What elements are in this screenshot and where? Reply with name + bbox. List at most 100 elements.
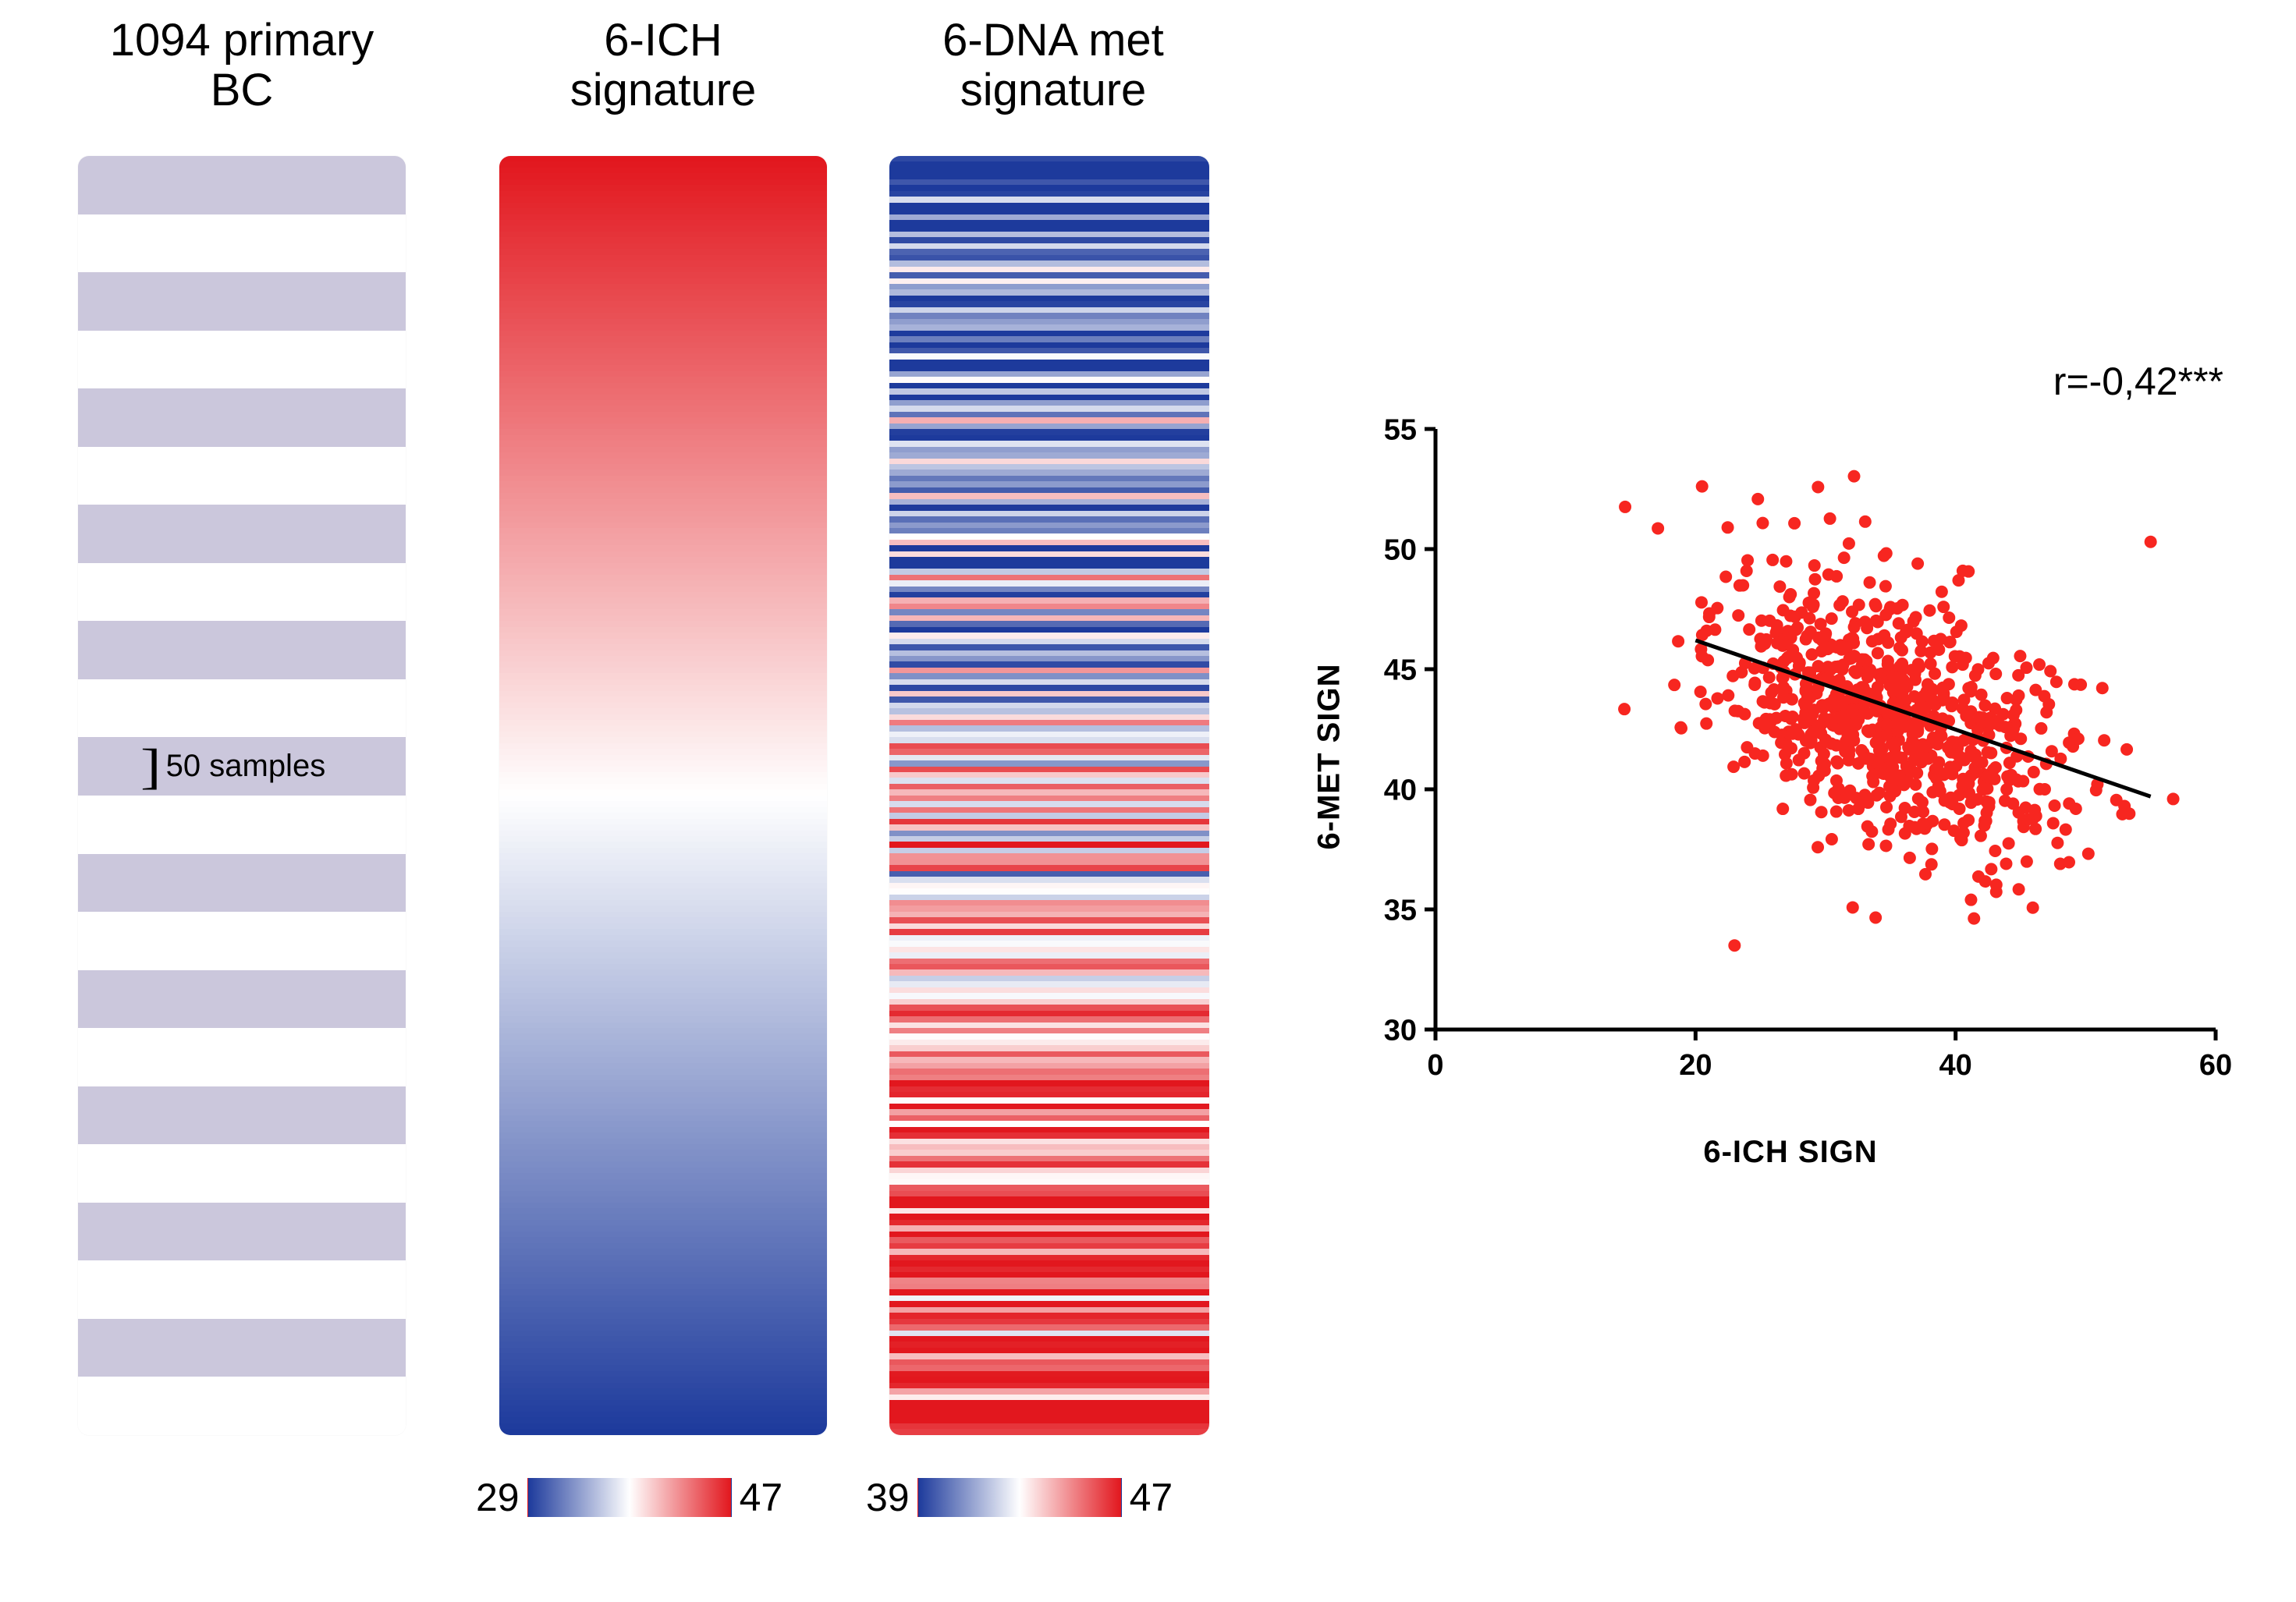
- met-stripe: [889, 987, 1209, 993]
- scatter-point: [1869, 598, 1882, 611]
- scatter-point: [1787, 711, 1799, 723]
- met-stripe: [889, 778, 1209, 783]
- scatter-point: [1909, 674, 1922, 686]
- scatter-point: [1850, 667, 1862, 679]
- met-stripe: [889, 1191, 1209, 1196]
- scatter-point: [1955, 619, 1968, 632]
- met-stripe: [889, 278, 1209, 284]
- scatter-point: [1751, 493, 1764, 505]
- met-stripe: [889, 156, 1209, 161]
- scatter-point: [1861, 707, 1874, 720]
- col-title-met: 6-DNA met signature: [858, 16, 1248, 140]
- ich-stripe: [499, 360, 827, 365]
- legend-met-bar: [917, 1478, 1122, 1517]
- scatter-point: [2167, 792, 2180, 805]
- met-stripe: [889, 220, 1209, 225]
- met-stripe: [889, 319, 1209, 324]
- ich-stripe: [499, 952, 827, 958]
- met-stripe: [889, 999, 1209, 1005]
- ich-stripe: [499, 476, 827, 481]
- scatter-point: [1922, 753, 1935, 765]
- met-stripe: [889, 447, 1209, 452]
- ich-stripe: [499, 249, 827, 254]
- met-stripe: [889, 1144, 1209, 1150]
- bc-stripe: [78, 1319, 406, 1377]
- scatter-point: [1936, 586, 1948, 598]
- scatter-point: [1907, 753, 1920, 766]
- met-stripe: [889, 1115, 1209, 1121]
- ich-stripe: [499, 464, 827, 470]
- met-stripe: [889, 1395, 1209, 1400]
- ich-stripe: [499, 203, 827, 208]
- scatter-point: [2145, 536, 2157, 548]
- met-stripe: [889, 644, 1209, 650]
- ich-stripe: [499, 173, 827, 179]
- scatter-point: [1787, 728, 1799, 740]
- ich-stripe: [499, 342, 827, 348]
- ich-stripe: [499, 959, 827, 964]
- scatter-point: [1872, 616, 1884, 629]
- scatter-point: [1943, 611, 1955, 624]
- scatter-point: [1760, 633, 1773, 646]
- met-stripe: [889, 360, 1209, 365]
- met-stripe: [889, 208, 1209, 214]
- ich-stripe: [499, 865, 827, 870]
- scatter-point: [1787, 643, 1799, 656]
- ich-stripe: [499, 1097, 827, 1103]
- ich-stripe: [499, 1033, 827, 1039]
- scatter-point: [1985, 863, 1997, 875]
- met-stripe: [889, 597, 1209, 603]
- scatter-point: [1861, 622, 1873, 634]
- met-stripe: [889, 1196, 1209, 1202]
- ich-stripe: [499, 1307, 827, 1313]
- bc-stripe: [78, 1086, 406, 1145]
- ich-stripe: [499, 842, 827, 847]
- met-stripe: [889, 1289, 1209, 1295]
- scatter-point: [2012, 689, 2025, 702]
- scatter-point: [1924, 647, 1936, 659]
- met-stripe: [889, 481, 1209, 487]
- scatter-point: [1869, 686, 1882, 699]
- met-stripe: [889, 1156, 1209, 1161]
- scatter-point: [1873, 744, 1886, 757]
- ich-stripe: [499, 784, 827, 789]
- ich-stripe: [499, 447, 827, 452]
- met-stripe: [889, 272, 1209, 278]
- scatter-point: [1893, 675, 1905, 687]
- ich-stripe: [499, 633, 827, 638]
- ich-stripe: [499, 441, 827, 446]
- scatter-point: [1999, 795, 2011, 807]
- scatter-point: [1828, 693, 1840, 705]
- met-stripe: [889, 168, 1209, 173]
- met-stripe: [889, 836, 1209, 842]
- met-stripe: [889, 1203, 1209, 1208]
- met-stripe: [889, 417, 1209, 423]
- met-stripe: [889, 917, 1209, 923]
- ich-stripe: [499, 888, 827, 894]
- met-stripe: [889, 371, 1209, 377]
- ich-stripe: [499, 424, 827, 429]
- scatter-point: [1978, 699, 1991, 711]
- scatter-point: [1847, 636, 1860, 649]
- ich-stripe: [499, 1255, 827, 1260]
- ich-stripe: [499, 1028, 827, 1033]
- ich-stripe: [499, 1284, 827, 1289]
- scatter-point: [1897, 719, 1910, 732]
- ich-stripe: [499, 668, 827, 673]
- scatter-point: [1856, 653, 1868, 665]
- ich-stripe: [499, 388, 827, 394]
- met-stripe: [889, 557, 1209, 562]
- met-stripe: [889, 1168, 1209, 1173]
- ich-stripe: [499, 859, 827, 865]
- scatter-point: [1700, 718, 1712, 730]
- met-stripe: [889, 232, 1209, 237]
- met-stripe: [889, 895, 1209, 900]
- bc-stripe: [78, 214, 406, 273]
- scatter-point: [1846, 704, 1858, 716]
- scatter-point: [1968, 913, 1980, 925]
- scatter-point: [1934, 728, 1946, 740]
- scatter-point: [1843, 748, 1855, 760]
- met-stripe: [889, 959, 1209, 964]
- scatter-point: [1780, 555, 1792, 568]
- met-stripe: [889, 441, 1209, 446]
